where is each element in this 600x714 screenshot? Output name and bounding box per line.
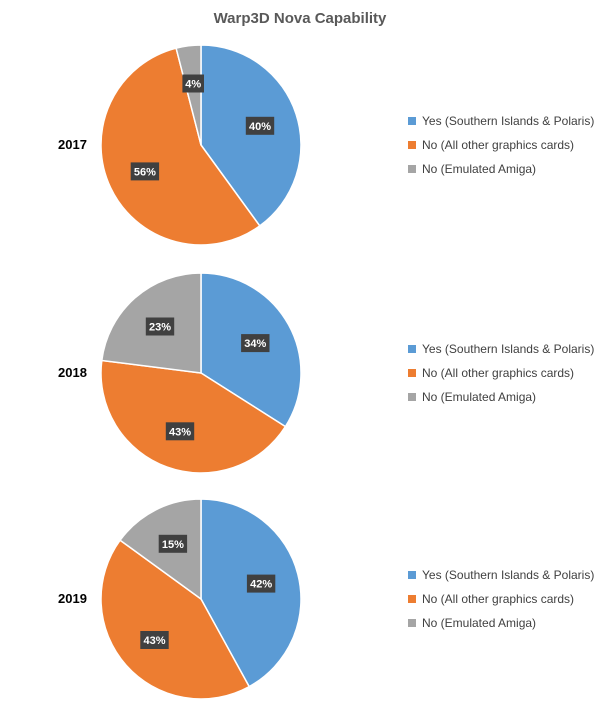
legend-label: No (All other graphics cards) (422, 138, 575, 152)
year-label: 2019 (58, 591, 87, 606)
slice-label-background (245, 116, 275, 135)
legend-label: No (Emulated Amiga) (422, 616, 537, 630)
legend: Yes (Southern Islands & Polaris) No (All … (408, 109, 594, 181)
slice-label-text: 23% (149, 322, 171, 334)
slice-data-label: 15% (158, 534, 188, 553)
legend-label: No (All other graphics cards) (422, 592, 575, 606)
legend-swatch (408, 618, 416, 627)
legend-swatch (408, 570, 416, 579)
pie-chart: 34% 43% 23% (100, 272, 302, 474)
slice-data-label: 4% (182, 74, 204, 93)
legend: Yes (Southern Islands & Polaris) No (All … (408, 563, 594, 635)
legend-label: Yes (Southern Islands & Polaris) (422, 568, 595, 582)
chart-title: Warp3D Nova Capability (213, 10, 387, 27)
slice-label-text: 56% (134, 166, 156, 178)
legend-swatch (408, 116, 416, 125)
legend-item: No (All other graphics cards) (408, 361, 594, 385)
legend-label: Yes (Southern Islands & Polaris) (422, 342, 595, 356)
pie-panel-2017: 2017 40% 56% 4% Yes (Southern Islands & Pola… (0, 30, 600, 260)
legend-swatch (408, 164, 416, 173)
legend-item: No (Emulated Amiga) (408, 611, 594, 635)
legend-label: No (Emulated Amiga) (422, 162, 537, 176)
legend-swatch (408, 344, 416, 353)
legend-item: No (Emulated Amiga) (408, 385, 594, 409)
legend: Yes (Southern Islands & Polaris) No (All … (408, 337, 594, 409)
pie-chart: 40% 56% 4% (100, 44, 302, 246)
slice-data-label: 40% (245, 116, 275, 135)
slice-label-background (158, 534, 188, 553)
legend-item: No (All other graphics cards) (408, 133, 594, 157)
pie-panel-2019: 2019 42% 43% 15% Yes (Southern Islands & Pol… (0, 484, 600, 714)
legend-swatch (408, 140, 416, 149)
legend-label: No (Emulated Amiga) (422, 390, 537, 404)
slice-data-label: 56% (130, 162, 160, 181)
legend-item: Yes (Southern Islands & Polaris) (408, 337, 594, 361)
slice-label-background (165, 422, 195, 441)
slice-label-text: 43% (169, 426, 191, 438)
slice-data-label: 43% (165, 422, 195, 441)
pie-panel-2018: 2018 34% 43% 23% Yes (Southern Islands & Pol… (0, 258, 600, 488)
slice-label-background (182, 74, 204, 93)
legend-item: Yes (Southern Islands & Polaris) (408, 109, 594, 133)
legend-label: Yes (Southern Islands & Polaris) (422, 114, 595, 128)
slice-data-label: 23% (145, 317, 175, 336)
slice-label-text: 43% (143, 635, 165, 647)
slice-label-text: 4% (185, 79, 201, 91)
pie-slice (100, 539, 251, 700)
legend-item: No (All other graphics cards) (408, 587, 594, 611)
slice-label-text: 15% (162, 539, 184, 551)
legend-swatch (408, 368, 416, 377)
slice-label-text: 34% (244, 338, 266, 350)
year-label: 2017 (58, 137, 87, 152)
legend-swatch (408, 392, 416, 401)
slice-label-background (246, 574, 276, 593)
pie-slice (200, 44, 302, 227)
slice-label-background (130, 162, 160, 181)
slice-label-background (241, 334, 270, 353)
slice-label-text: 42% (250, 579, 272, 591)
slice-data-label: 34% (241, 334, 270, 353)
slice-data-label: 42% (246, 574, 276, 593)
pie-chart: 42% 43% 15% (100, 498, 302, 700)
pie-slice (100, 47, 261, 246)
slice-label-text: 40% (249, 121, 271, 133)
legend-item: No (Emulated Amiga) (408, 157, 594, 181)
year-label: 2018 (58, 365, 87, 380)
pie-slice (100, 359, 287, 474)
slice-data-label: 43% (140, 631, 169, 649)
legend-label: No (All other graphics cards) (422, 366, 575, 380)
legend-item: Yes (Southern Islands & Polaris) (408, 563, 594, 587)
slice-label-background (145, 317, 175, 336)
legend-swatch (408, 594, 416, 603)
slice-label-background (140, 631, 169, 649)
pie-slice (175, 44, 202, 146)
pie-slice (200, 498, 302, 688)
